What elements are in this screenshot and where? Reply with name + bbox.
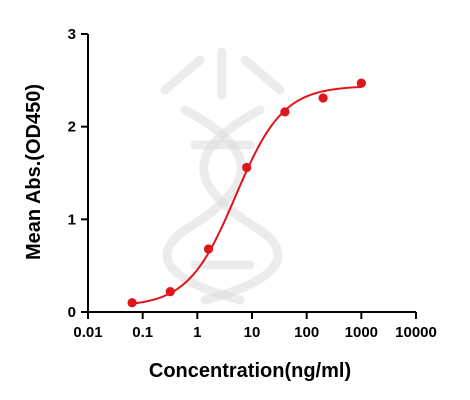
x-tick-label: 0.01: [73, 324, 102, 341]
x-tick-label: 1: [193, 324, 201, 341]
data-point: [127, 298, 137, 308]
x-tick-label: 1000: [345, 324, 378, 341]
data-point: [280, 107, 290, 117]
x-tick-label: 0.1: [132, 324, 153, 341]
y-tick-label: 3: [68, 26, 76, 43]
axes: 0 1 2 3 0.01 0.1 1 10 100 1000 10000: [68, 26, 437, 341]
y-tick-label: 1: [68, 211, 76, 228]
data-point: [318, 93, 328, 103]
x-axis-title: Concentration(ng/ml): [149, 360, 351, 382]
watermark-logo: [160, 47, 285, 305]
data-point: [242, 162, 252, 173]
x-tick-label: 10000: [395, 324, 437, 341]
y-axis-title: Mean Abs.(OD450): [23, 84, 45, 260]
y-tick-label: 2: [68, 119, 76, 136]
data-point: [356, 78, 366, 88]
data-point: [165, 287, 175, 297]
x-tick-label: 10: [244, 324, 261, 341]
data-point: [203, 244, 214, 254]
x-tick-label: 100: [294, 324, 319, 341]
points-layer: [127, 78, 366, 308]
y-tick-label: 0: [68, 304, 76, 321]
